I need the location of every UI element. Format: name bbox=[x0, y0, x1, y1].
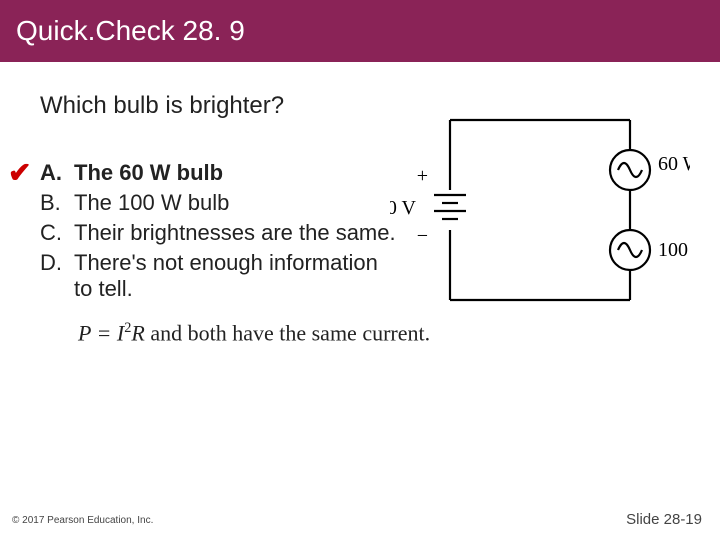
slide-title: Quick.Check 28. 9 bbox=[16, 15, 245, 47]
copyright-text: © 2017 Pearson Education, Inc. bbox=[12, 515, 153, 526]
answer-row: C.Their brightnesses are the same. bbox=[40, 220, 400, 246]
answer-text: Their brightnesses are the same. bbox=[74, 220, 400, 246]
hint-rest: and both have the same current. bbox=[145, 320, 430, 345]
slide-number: Slide 28-19 bbox=[626, 511, 702, 528]
answer-letter: A. bbox=[40, 160, 74, 186]
answer-text: The 60 W bulb bbox=[74, 160, 400, 186]
hint-text: P = I2R and both have the same current. bbox=[78, 320, 680, 346]
voltage-label: 120 V bbox=[390, 197, 417, 219]
hint-r: R bbox=[131, 320, 144, 345]
title-bar: Quick.Check 28. 9 bbox=[0, 0, 720, 62]
battery-icon bbox=[434, 195, 466, 219]
bulb-top-icon bbox=[610, 150, 650, 190]
circuit-diagram: + − 120 V 60 W 100 W bbox=[390, 100, 690, 320]
circuit-wires bbox=[450, 120, 630, 300]
answer-letter: C. bbox=[40, 220, 74, 246]
answer-list: ✔A.The 60 W bulbB.The 100 W bulbC.Their … bbox=[40, 160, 400, 302]
bulb-top-label: 60 W bbox=[658, 153, 690, 175]
battery-plus: + bbox=[417, 165, 428, 187]
answer-letter: D. bbox=[40, 250, 74, 276]
hint-p: P = I bbox=[78, 320, 124, 345]
answer-text: There's not enough information to tell. bbox=[74, 250, 400, 302]
bulb-bottom-icon bbox=[610, 230, 650, 270]
answer-row: B.The 100 W bulb bbox=[40, 190, 400, 216]
answer-text: The 100 W bulb bbox=[74, 190, 400, 216]
check-icon: ✔ bbox=[8, 156, 31, 189]
answer-row: ✔A.The 60 W bulb bbox=[40, 160, 400, 186]
answer-row: D.There's not enough information to tell… bbox=[40, 250, 400, 302]
bulb-bottom-label: 100 W bbox=[658, 239, 690, 261]
battery-minus: − bbox=[417, 225, 428, 247]
answer-letter: B. bbox=[40, 190, 74, 216]
